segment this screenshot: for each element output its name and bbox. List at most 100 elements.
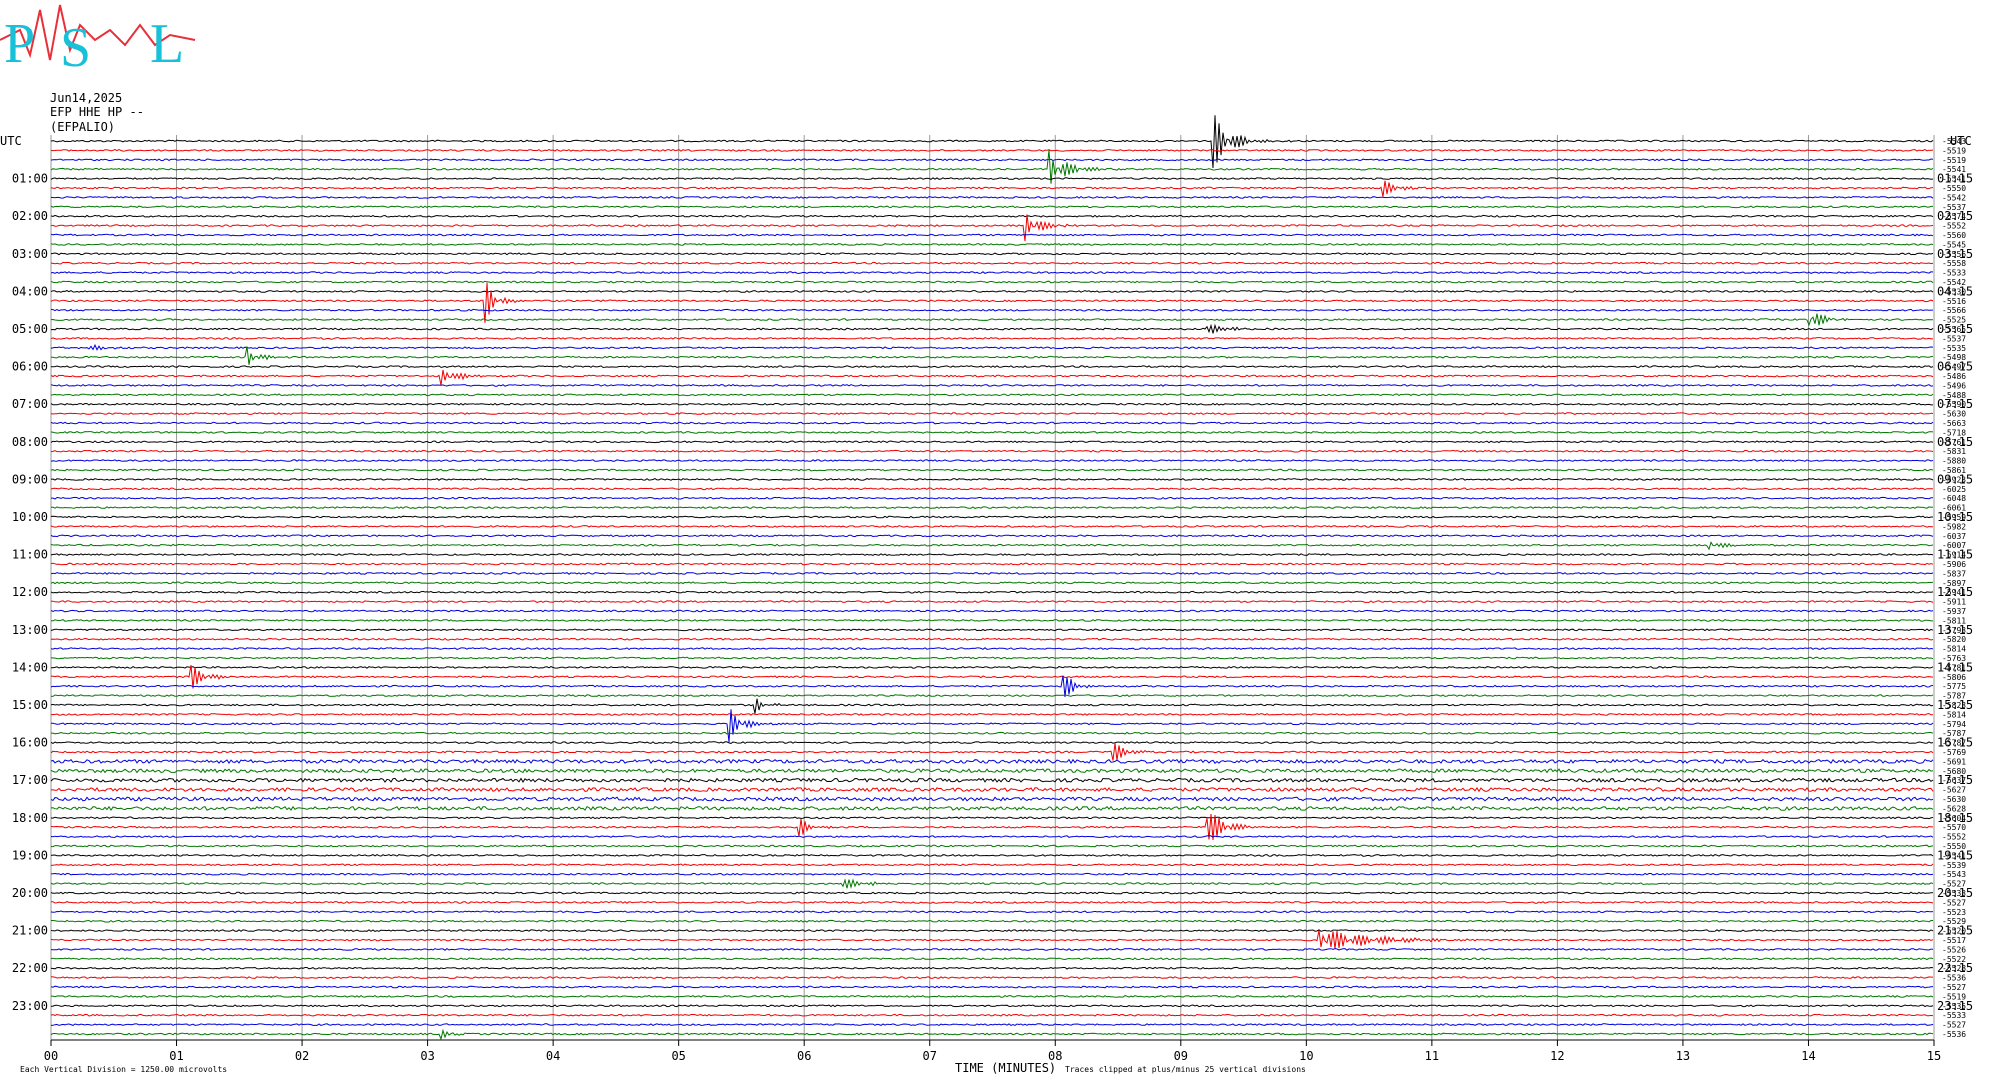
trace-offset: -5516 bbox=[1942, 297, 1966, 306]
hour-label: 20:15 bbox=[1937, 886, 1973, 900]
trace-offset: -5769 bbox=[1942, 748, 1966, 757]
clip-note: Traces clipped at plus/minus 25 vertical… bbox=[1065, 1065, 1306, 1074]
trace bbox=[50, 148, 1934, 152]
trace-offset: -5570 bbox=[1942, 823, 1966, 832]
trace-offset: -5550 bbox=[1942, 842, 1966, 851]
hour-label: 15:15 bbox=[1937, 698, 1973, 712]
site: (EFPALIO) bbox=[50, 120, 115, 134]
trace bbox=[50, 665, 1934, 689]
trace bbox=[50, 541, 1934, 551]
trace-offset: -5604 bbox=[1942, 814, 1966, 823]
trace bbox=[51, 919, 1933, 923]
trace bbox=[50, 878, 1934, 889]
trace bbox=[50, 891, 1934, 895]
trace bbox=[50, 195, 1934, 199]
hour-label: 07:00 bbox=[12, 397, 48, 411]
trace bbox=[50, 177, 1934, 181]
trace bbox=[50, 242, 1934, 246]
trace-offset: -5550 bbox=[1942, 184, 1966, 193]
trace-offset: -5528 bbox=[1942, 964, 1966, 973]
hour-label: 19:15 bbox=[1937, 848, 1973, 862]
trace-offset: -5520 bbox=[1942, 927, 1966, 936]
trace-offset: -5542 bbox=[1942, 278, 1966, 287]
trace-offset: -5691 bbox=[1942, 757, 1966, 766]
trace-offset: -5787 bbox=[1942, 739, 1966, 748]
trace-offset: -5820 bbox=[1942, 635, 1966, 644]
trace-offset: -5680 bbox=[1942, 767, 1966, 776]
trace-offset: -5914 bbox=[1942, 551, 1966, 560]
x-tick-label: 06 bbox=[797, 1049, 811, 1063]
trace bbox=[50, 440, 1934, 444]
hour-label: 12:15 bbox=[1937, 585, 1973, 599]
hour-label: 04:15 bbox=[1937, 284, 1973, 298]
trace-offset: -5537 bbox=[1942, 203, 1966, 212]
trace-offset: -5560 bbox=[1942, 231, 1966, 240]
trace bbox=[50, 369, 1934, 386]
trace-offset: -5630 bbox=[1942, 410, 1966, 419]
hour-label: 08:00 bbox=[12, 435, 48, 449]
trace bbox=[50, 743, 1934, 761]
hour-label: 18:00 bbox=[12, 811, 48, 825]
trace bbox=[50, 665, 1934, 669]
hour-label: 11:00 bbox=[12, 548, 48, 562]
hour-label: 21:15 bbox=[1937, 924, 1973, 938]
trace bbox=[50, 694, 1934, 698]
trace bbox=[50, 524, 1934, 528]
trace bbox=[50, 900, 1934, 904]
x-tick-label: 11 bbox=[1425, 1049, 1439, 1063]
trace bbox=[50, 158, 1934, 162]
hour-label: 23:00 bbox=[12, 999, 48, 1013]
x-tick-label: 08 bbox=[1048, 1049, 1062, 1063]
logo-letter: P bbox=[4, 13, 35, 75]
trace bbox=[50, 816, 1934, 820]
hour-label: 09:15 bbox=[1937, 472, 1973, 486]
x-tick-label: 10 bbox=[1299, 1049, 1313, 1063]
trace bbox=[50, 343, 1934, 351]
hour-label: 19:00 bbox=[12, 848, 48, 862]
trace-offset: -5806 bbox=[1942, 673, 1966, 682]
trace bbox=[50, 115, 1934, 169]
trace bbox=[50, 214, 1934, 218]
hour-label: 02:15 bbox=[1937, 209, 1973, 223]
trace bbox=[50, 336, 1934, 340]
trace-offset: -5552 bbox=[1942, 222, 1966, 231]
channel: EFP HHE HP -- bbox=[50, 105, 144, 119]
trace bbox=[50, 872, 1934, 876]
trace-offset: -5982 bbox=[1942, 522, 1966, 531]
trace bbox=[50, 421, 1934, 425]
trace bbox=[50, 1004, 1934, 1008]
trace bbox=[50, 957, 1934, 961]
trace bbox=[50, 741, 1934, 745]
trace-offset: -5959 bbox=[1942, 513, 1966, 522]
hour-label: 11:15 bbox=[1937, 548, 1973, 562]
x-tick-label: 05 bbox=[671, 1049, 685, 1063]
x-tick-label: 03 bbox=[420, 1049, 434, 1063]
trace bbox=[50, 929, 1934, 933]
trace bbox=[50, 252, 1934, 256]
trace-offset: -5541 bbox=[1942, 165, 1966, 174]
trace-offset: -5526 bbox=[1942, 945, 1966, 954]
trace-offset: -5923 bbox=[1942, 475, 1966, 484]
hour-label: 02:00 bbox=[12, 209, 48, 223]
trace-offset: -6025 bbox=[1942, 485, 1966, 494]
trace bbox=[50, 383, 1934, 387]
trace bbox=[50, 1023, 1934, 1027]
trace bbox=[50, 777, 1934, 783]
trace-offset: -5535 bbox=[1942, 1002, 1966, 1011]
hour-label: 21:00 bbox=[12, 924, 48, 938]
trace bbox=[50, 323, 1934, 334]
trace bbox=[51, 786, 1934, 793]
trace bbox=[50, 282, 1934, 323]
trace bbox=[50, 844, 1934, 848]
trace bbox=[50, 863, 1934, 867]
trace-offset: -5533 bbox=[1942, 269, 1966, 278]
hour-label: 06:00 bbox=[12, 360, 48, 374]
trace-offset: -5496 bbox=[1942, 381, 1966, 390]
trace-offset: -5574 bbox=[1942, 212, 1966, 221]
trace-offset: -5533 bbox=[1942, 889, 1966, 898]
trace-offset: -5880 bbox=[1942, 457, 1966, 466]
trace-offset: -5823 bbox=[1942, 701, 1966, 710]
trace bbox=[50, 562, 1934, 566]
trace bbox=[51, 994, 1934, 998]
trace-offset: -5498 bbox=[1942, 353, 1966, 362]
